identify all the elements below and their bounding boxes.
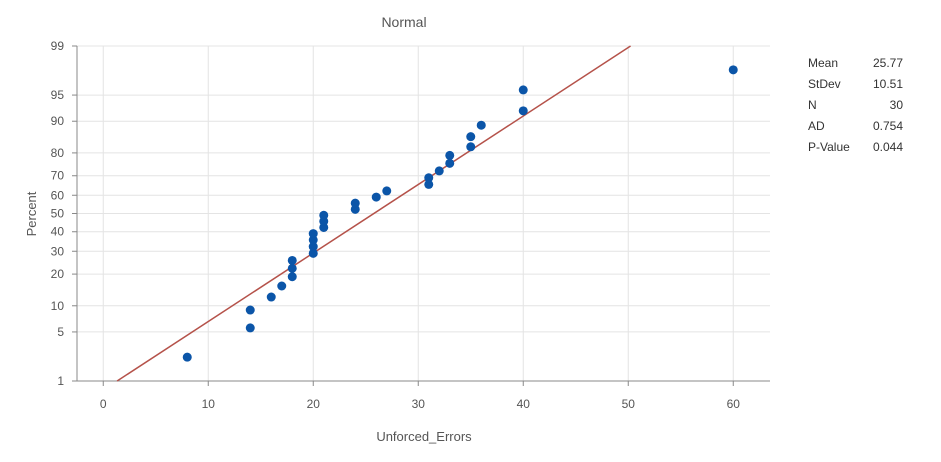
data-point xyxy=(308,242,318,252)
stats-table: Mean 25.77 StDev 10.51 N 30 AD 0.754 P-V… xyxy=(808,53,903,158)
data-point xyxy=(287,272,297,282)
data-point xyxy=(350,204,360,214)
x-axis-label: Unforced_Errors xyxy=(376,429,472,444)
data-point xyxy=(445,158,455,168)
data-point xyxy=(350,198,360,208)
x-tick-label: 30 xyxy=(412,397,426,411)
data-point xyxy=(476,120,486,130)
y-tick-label: 90 xyxy=(51,114,65,128)
data-point xyxy=(308,235,318,245)
data-point xyxy=(424,179,434,189)
data-point xyxy=(308,248,318,258)
y-tick-label: 50 xyxy=(51,207,65,221)
stat-label: AD xyxy=(808,119,825,133)
x-tick-label: 60 xyxy=(727,397,741,411)
stat-value: 0.044 xyxy=(872,140,903,154)
x-tick-label: 40 xyxy=(517,397,531,411)
stat-row-ad: AD 0.754 xyxy=(808,116,903,137)
fit-line xyxy=(116,45,631,382)
y-tick-label: 20 xyxy=(51,267,65,281)
stat-row-mean: Mean 25.77 xyxy=(808,53,903,74)
data-point xyxy=(287,255,297,265)
stat-row-stdev: StDev 10.51 xyxy=(808,74,903,95)
stat-row-n: N 30 xyxy=(808,95,903,116)
data-point xyxy=(319,222,329,232)
data-point xyxy=(466,132,476,142)
points-layer xyxy=(182,65,738,362)
data-point xyxy=(445,150,455,160)
data-point xyxy=(728,65,738,75)
data-point xyxy=(182,352,192,362)
stat-label: Mean xyxy=(808,56,839,70)
y-tick-label: 95 xyxy=(51,88,65,102)
data-point xyxy=(424,173,434,183)
stat-label: StDev xyxy=(808,77,841,91)
y-tick-label: 1 xyxy=(57,374,64,388)
data-point xyxy=(371,192,381,202)
y-axis-label: Percent xyxy=(24,191,39,236)
stat-value: 25.77 xyxy=(872,56,903,70)
data-point xyxy=(518,85,528,95)
x-tick-label: 20 xyxy=(307,397,321,411)
data-point xyxy=(277,281,287,291)
stat-row-p-value: P-Value 0.044 xyxy=(808,137,903,158)
stat-value: 10.51 xyxy=(872,77,903,91)
x-tick-label: 50 xyxy=(622,397,636,411)
y-tick-label: 30 xyxy=(51,244,65,258)
y-tick-label: 80 xyxy=(51,146,65,160)
chart-title: Normal xyxy=(381,14,426,30)
data-point xyxy=(266,292,276,302)
axes-layer: 0 10 20 30 40 50 60 1 5 10 20 30 40 50 60 70 80 90 95 99 xyxy=(51,39,770,411)
data-point xyxy=(245,323,255,333)
stat-label: P-Value xyxy=(808,140,850,154)
y-tick-label: 5 xyxy=(57,325,64,339)
y-tick-label: 40 xyxy=(51,225,65,239)
stat-label: N xyxy=(808,98,817,112)
stat-value: 0.754 xyxy=(872,119,903,133)
data-point xyxy=(287,263,297,273)
data-point xyxy=(434,166,444,176)
y-tick-label: 10 xyxy=(51,299,65,313)
data-point xyxy=(382,186,392,196)
fit-layer xyxy=(116,45,631,382)
y-tick-label: 99 xyxy=(51,39,65,53)
stat-value: 30 xyxy=(889,98,903,112)
y-tick-label: 70 xyxy=(51,169,65,183)
data-point xyxy=(308,229,318,239)
data-point xyxy=(466,142,476,152)
grid-layer xyxy=(77,45,770,382)
data-point xyxy=(319,210,329,220)
data-point xyxy=(245,305,255,315)
x-tick-label: 0 xyxy=(100,397,107,411)
y-tick-label: 60 xyxy=(51,188,65,202)
data-point xyxy=(518,106,528,116)
x-tick-label: 10 xyxy=(202,397,216,411)
